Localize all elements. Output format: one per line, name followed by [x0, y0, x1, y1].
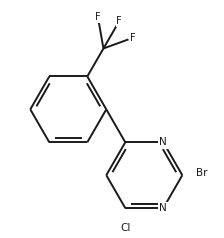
Text: F: F	[116, 16, 122, 26]
Text: N: N	[159, 137, 167, 147]
Text: N: N	[159, 203, 167, 213]
Text: Br: Br	[196, 168, 207, 178]
Text: F: F	[95, 12, 101, 22]
Text: F: F	[130, 33, 136, 43]
Text: Cl: Cl	[120, 223, 131, 233]
